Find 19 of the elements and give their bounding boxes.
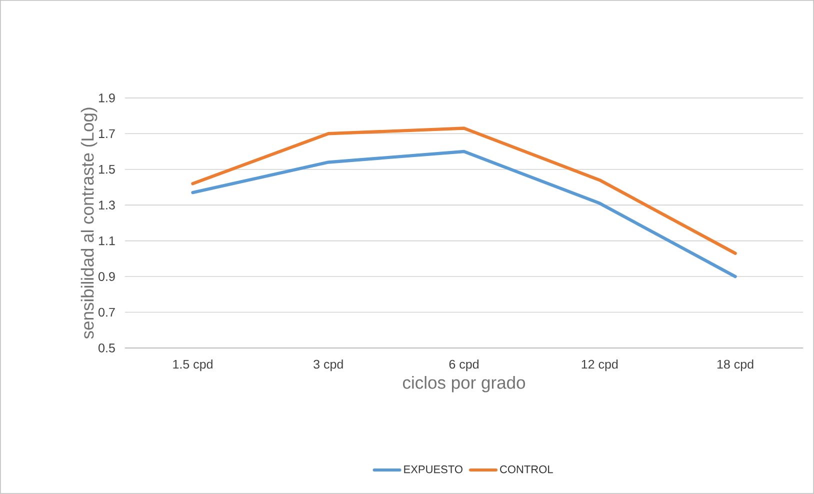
line-series <box>191 126 737 255</box>
y-axis-title: sensibilidad al contraste (Log) <box>80 108 98 339</box>
x-axis-title: ciclos por grado <box>402 376 526 392</box>
y-tick-label: 1.7 <box>98 129 115 138</box>
y-tick-label: 0.9 <box>98 272 115 282</box>
y-tick-label: 1.9 <box>98 94 115 102</box>
x-tick-label: 1.5 cpd <box>173 360 212 372</box>
x-tick-label: 18 cpd <box>717 360 754 372</box>
y-tick-label: 0.5 <box>98 344 115 352</box>
x-tick-label: 12 cpd <box>582 360 618 372</box>
legend-label: CONTROL <box>500 465 553 474</box>
line-series <box>191 150 737 278</box>
legend-label: EXPUESTO <box>404 465 462 474</box>
y-tick-label: 1.3 <box>98 200 115 210</box>
y-tick-label: 0.7 <box>98 308 115 317</box>
x-tick-label: 6 cpd <box>449 360 478 372</box>
x-tick-label: 3 cpd <box>314 360 343 372</box>
y-tick-label: 1.5 <box>98 165 115 174</box>
y-tick-label: 1.1 <box>98 236 115 246</box>
